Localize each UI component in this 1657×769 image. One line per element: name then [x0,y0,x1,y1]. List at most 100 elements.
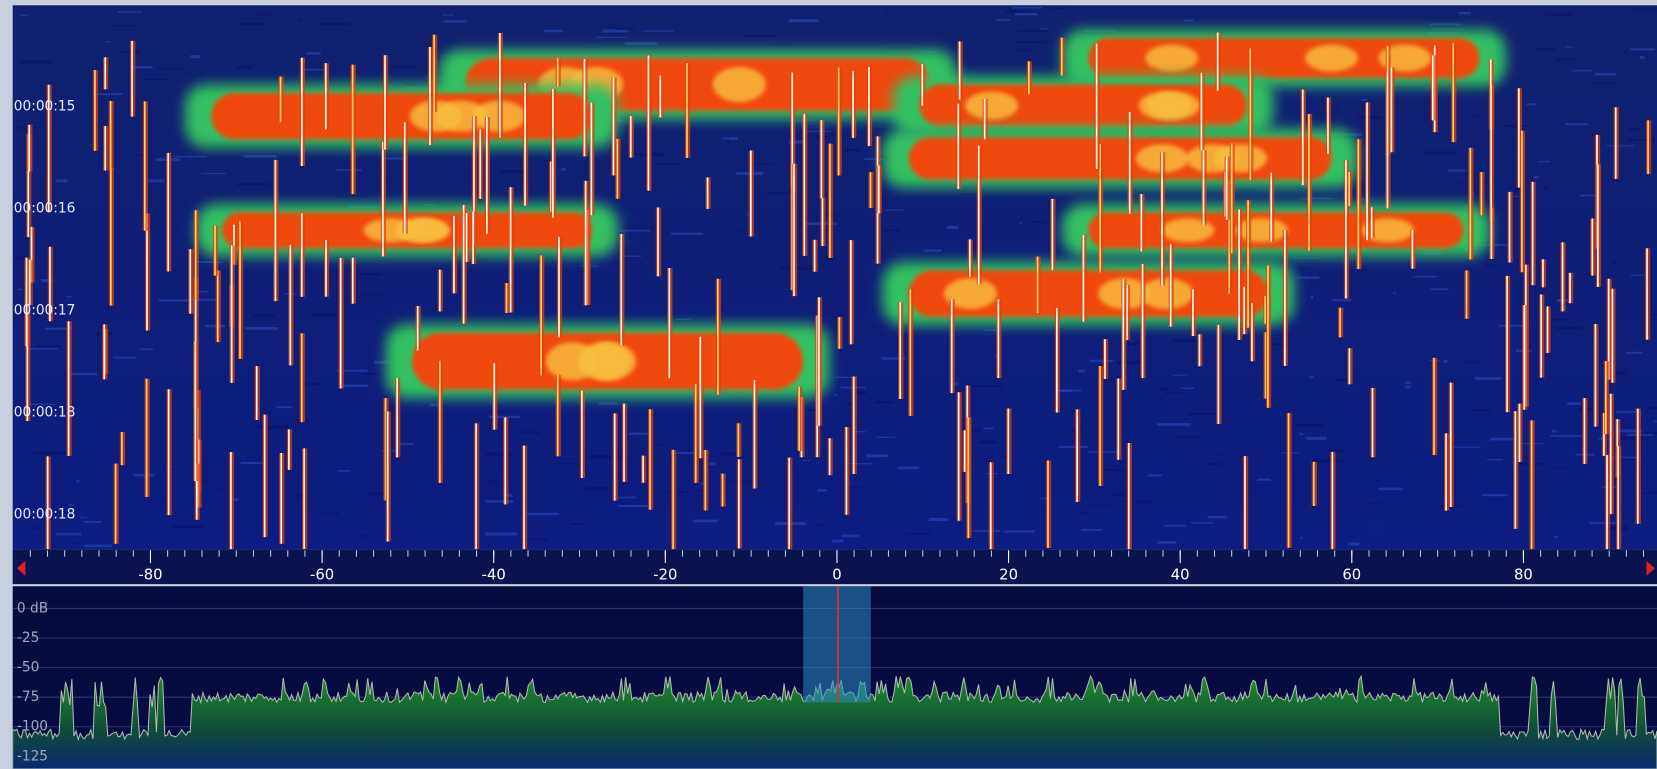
noise [1472,115,1478,117]
frequency-tick-label: -80 [138,567,162,584]
noise [253,314,275,317]
noise [1590,522,1616,524]
burst-core [583,342,636,380]
noise [924,249,942,251]
noise [32,527,38,529]
noise [929,518,948,521]
noise [1185,19,1194,21]
noise [1311,296,1313,299]
noise [596,37,628,38]
noise [1622,52,1626,54]
noise [884,229,900,231]
noise [1181,387,1194,389]
noise [336,195,367,197]
burst-core [713,67,766,102]
level-label: -100 [17,719,48,735]
frequency-tick-label: 80 [1514,567,1533,584]
noise [1552,430,1556,433]
noise [485,500,513,502]
noise [1394,292,1396,294]
noise [1257,479,1271,481]
noise [304,69,323,71]
noise [358,294,389,295]
noise [159,299,188,301]
noise [583,47,601,48]
noise [815,524,824,526]
noise [1475,377,1501,380]
burst-core [1145,45,1198,72]
noise [1300,537,1302,539]
noise [1361,99,1368,101]
noise [1207,192,1212,193]
noise [1526,103,1536,105]
noise [1471,409,1490,412]
noise [616,27,634,30]
noise [17,289,22,291]
noise [484,481,500,482]
noise [1091,505,1115,506]
noise [1565,46,1573,47]
noise [781,267,814,270]
noise [619,230,650,232]
noise [848,463,873,464]
noise [1159,388,1167,391]
noise [1413,276,1437,278]
noise [693,520,717,523]
noise [1365,502,1381,503]
noise [109,25,136,26]
noise [553,463,578,464]
noise [973,429,981,432]
noise [561,168,566,170]
noise [1539,161,1551,162]
noise [657,164,683,165]
noise [1642,432,1657,434]
frequency-tick-label: 40 [1171,567,1190,584]
noise [113,357,136,359]
noise [866,454,888,457]
noise [1648,407,1657,410]
noise [1581,187,1583,188]
noise [84,545,111,548]
time-label: 00:00:18 [14,506,76,522]
noise [69,504,74,506]
noise [1443,360,1447,363]
noise [157,68,187,70]
noise [1171,375,1186,376]
noise [239,22,265,25]
noise [277,406,293,408]
noise [1306,437,1327,440]
noise [983,428,993,430]
noise [256,426,288,429]
noise [201,173,226,174]
noise [1504,125,1528,127]
noise [1300,198,1333,200]
noise [1631,48,1655,50]
noise [1297,277,1319,279]
noise [307,52,321,55]
noise [842,535,859,538]
noise [643,31,674,32]
passband [803,586,871,702]
noise [20,15,28,17]
noise [1498,325,1523,327]
burst-core [1235,218,1288,242]
noise [442,14,454,15]
noise [1557,327,1582,330]
noise [1405,382,1411,385]
noise [1309,376,1313,378]
noise [1405,386,1411,388]
noise [141,79,168,81]
noise [190,55,200,58]
time-label: 00:00:16 [14,201,76,217]
noise [253,14,275,15]
noise [1336,108,1340,110]
noise [625,42,658,45]
noise [1607,145,1635,146]
noise [1632,9,1657,11]
noise [174,156,207,158]
noise [1572,70,1591,71]
noise [789,19,818,22]
noise [84,521,102,523]
noise [885,209,903,210]
burst-core [1305,45,1358,72]
